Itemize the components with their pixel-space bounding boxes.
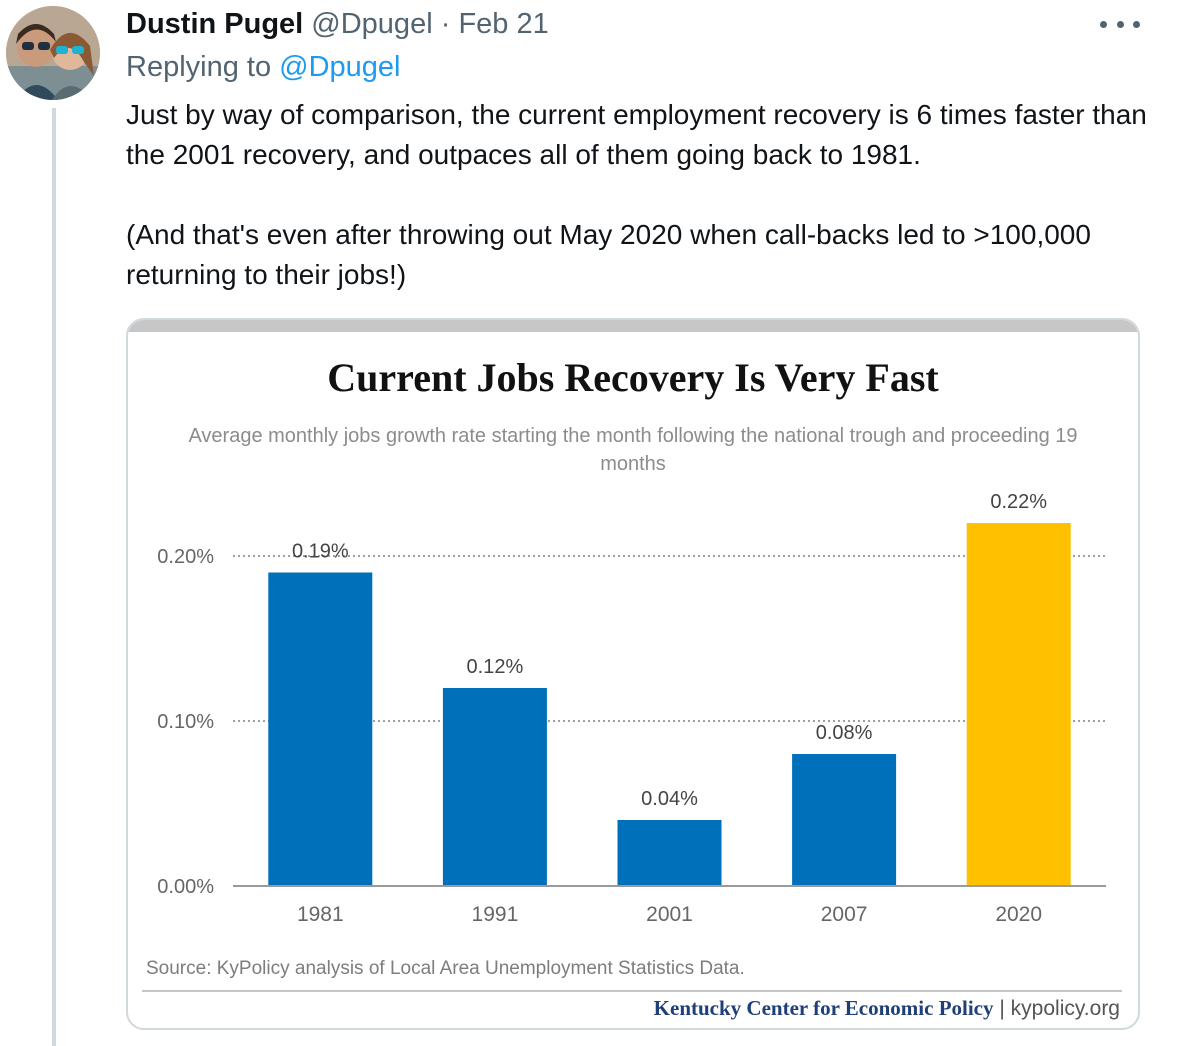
- tweet-paragraph: (And that's even after throwing out May …: [126, 219, 1091, 290]
- chart-source: Source: KyPolicy analysis of Local Area …: [146, 958, 745, 979]
- chart-footer: Kentucky Center for Economic Policy | ky…: [654, 996, 1120, 1021]
- bar: [792, 754, 897, 886]
- avatar-photo-icon: [6, 6, 100, 100]
- footer-divider: [142, 990, 1122, 992]
- x-tick-label: 1991: [472, 903, 519, 926]
- y-tick-label: 0.20%: [157, 546, 214, 568]
- data-label: 0.19%: [292, 541, 349, 563]
- avatar[interactable]: [6, 6, 100, 100]
- chart-image-card[interactable]: Current Jobs Recovery Is Very Fast Avera…: [126, 318, 1140, 1030]
- more-dot: [1133, 20, 1140, 28]
- author-name[interactable]: Dustin Pugel: [126, 7, 304, 40]
- bar: [966, 523, 1071, 886]
- tweet-date[interactable]: Feb 21: [458, 7, 549, 40]
- y-tick-label: 0.10%: [157, 711, 214, 733]
- card-top-bar: [128, 320, 1138, 332]
- bar: [268, 572, 373, 886]
- more-dot: [1116, 20, 1124, 28]
- data-label: 0.08%: [816, 722, 873, 744]
- data-label: 0.04%: [641, 788, 698, 810]
- y-tick-label: 0.00%: [157, 876, 214, 898]
- chart-subtitle: Average monthly jobs growth rate startin…: [188, 425, 1078, 475]
- bar-chart: 0.00% 0.10% 0.20% 0.19% 1981 0.12% 1991 0.04% 20…: [157, 491, 1106, 926]
- tweet-text: Just by way of comparison, the current e…: [126, 95, 1166, 295]
- bar: [617, 820, 722, 886]
- chart-title: Current Jobs Recovery Is Very Fast: [327, 355, 939, 400]
- data-label: 0.22%: [990, 491, 1047, 513]
- x-tick-label: 2020: [995, 903, 1042, 926]
- more-dot: [1100, 20, 1107, 28]
- bar: [442, 688, 547, 886]
- tweet-paragraph: Just by way of comparison, the current e…: [126, 99, 1147, 170]
- footer-org: Kentucky Center for Economic Policy: [653, 996, 994, 1020]
- x-tick-label: 2001: [646, 903, 693, 926]
- data-label: 0.12%: [467, 656, 524, 678]
- more-options-icon[interactable]: [1100, 14, 1140, 34]
- header-separator: ·: [440, 7, 451, 40]
- replying-to: Replying to @Dpugel: [126, 51, 401, 84]
- x-tick-label: 1981: [297, 903, 344, 926]
- replying-handle-link[interactable]: @Dpugel: [279, 51, 401, 83]
- author-handle[interactable]: @Dpugel: [311, 7, 433, 40]
- x-tick-label: 2007: [821, 903, 868, 926]
- thread-line: [52, 108, 56, 1046]
- footer-site: kypolicy.org: [1010, 997, 1120, 1020]
- footer-separator: |: [999, 997, 1005, 1020]
- tweet-header: Dustin Pugel @Dpugel · Feb 21: [126, 6, 549, 42]
- replying-prefix: Replying to: [126, 51, 272, 83]
